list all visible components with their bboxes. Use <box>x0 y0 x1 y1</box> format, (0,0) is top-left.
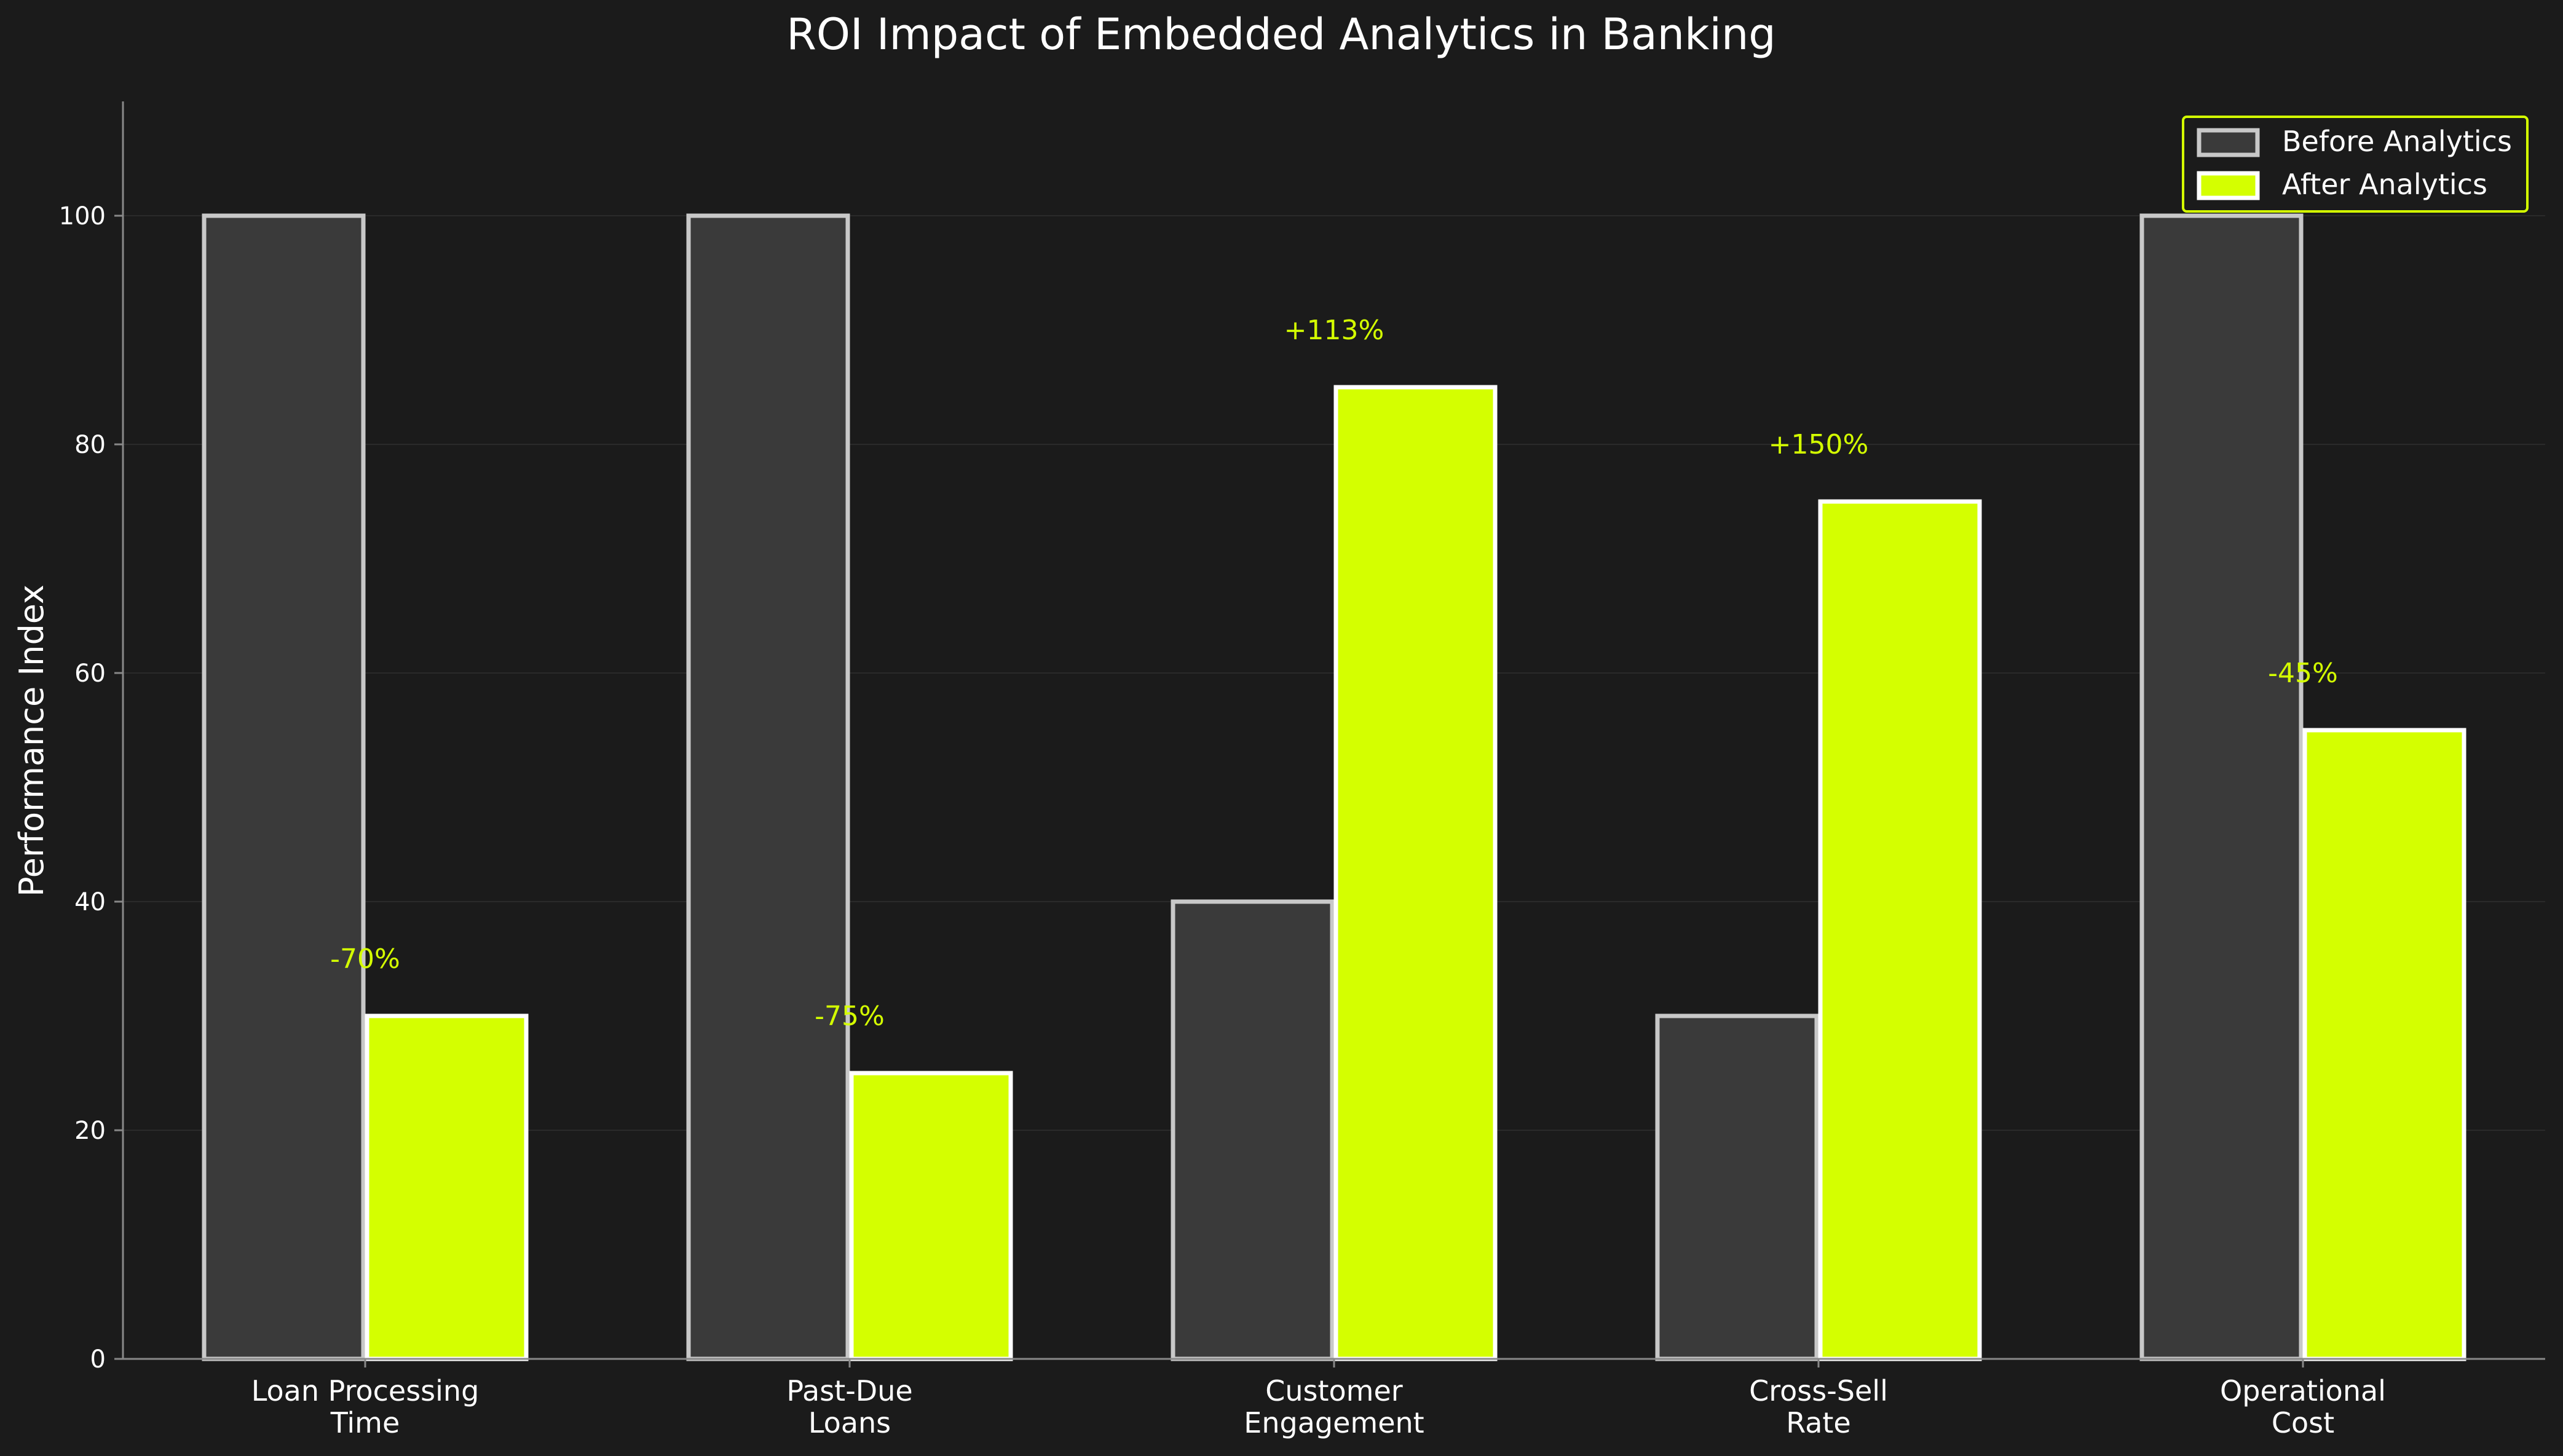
x-tick-label: Customer <box>1265 1374 1403 1407</box>
x-tick-label: Engagement <box>1244 1406 1424 1439</box>
change-annotation: -45% <box>2268 658 2338 689</box>
legend-box <box>2182 116 2529 213</box>
y-tick-label: 80 <box>74 431 106 459</box>
bar-after-3 <box>1818 499 1982 1361</box>
y-tick-label: 60 <box>74 659 106 688</box>
bar-after-4 <box>2302 728 2466 1361</box>
legend[interactable]: Before Analytics After Analytics <box>2182 116 2529 213</box>
x-tick-label: Cost <box>2272 1406 2334 1439</box>
legend-label: Before Analytics <box>2282 125 2512 158</box>
change-annotation: -75% <box>815 1001 885 1032</box>
bar-before-4 <box>2139 213 2304 1361</box>
legend-swatch <box>2197 171 2260 200</box>
y-axis-label: Performance Index <box>12 584 51 897</box>
change-annotation: +150% <box>1769 429 1869 460</box>
bar-after-0 <box>365 1013 529 1361</box>
bar-before-3 <box>1655 1013 1819 1361</box>
x-tick-label: Operational <box>2220 1374 2386 1407</box>
x-tick-label: Rate <box>1786 1406 1850 1439</box>
bars-group <box>202 213 2466 1361</box>
bar-before-1 <box>686 213 850 1361</box>
change-annotation: +113% <box>1284 315 1384 346</box>
chart-title: ROI Impact of Embedded Analytics in Bank… <box>786 9 1776 60</box>
bar-before-0 <box>202 213 366 1361</box>
x-tick-label: Loan Processing <box>251 1374 480 1407</box>
x-tick-label: Time <box>330 1406 400 1439</box>
annotations-group: -70% -75% +113% +150% -45% <box>330 315 2338 1032</box>
x-tick-label: Loans <box>808 1406 891 1439</box>
y-tick-label: 100 <box>59 202 106 230</box>
legend-label: After Analytics <box>2282 168 2487 201</box>
y-tick-label: 0 <box>90 1345 106 1374</box>
legend-swatch <box>2197 128 2260 157</box>
bar-after-1 <box>849 1071 1013 1361</box>
bar-before-2 <box>1171 899 1335 1361</box>
x-tick-label: Cross-Sell <box>1749 1374 1888 1407</box>
bar-after-2 <box>1333 385 1498 1361</box>
change-annotation: -70% <box>330 943 400 975</box>
y-tick-label: 20 <box>74 1117 106 1145</box>
y-tick-label: 40 <box>74 888 106 916</box>
x-tick-label: Past-Due <box>786 1374 912 1407</box>
